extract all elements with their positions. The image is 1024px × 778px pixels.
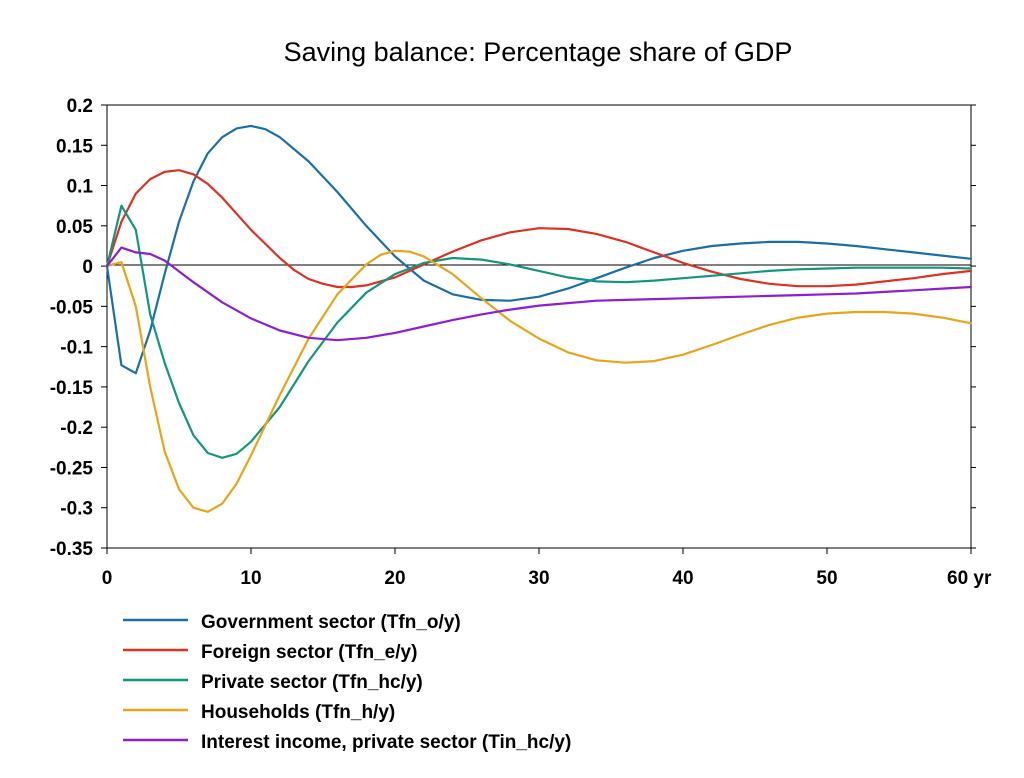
y-tick-label: 0.15 (56, 136, 93, 157)
x-tick-label: 50 (816, 568, 837, 589)
y-tick-label: 0 (82, 257, 93, 278)
chart-title: Saving balance: Percentage share of GDP (284, 37, 793, 67)
series-line-4 (105, 249, 973, 513)
y-tick-label: -0.3 (60, 499, 93, 520)
series-line-3 (105, 204, 973, 459)
legend-label: Interest income, private sector (Tin_hc/… (201, 732, 571, 753)
y-tick-label: -0.35 (50, 539, 94, 560)
series-layer (105, 124, 973, 513)
y-tick-label: 0.05 (56, 217, 93, 238)
x-tick-label: 40 (672, 568, 693, 589)
series-line-1 (105, 124, 973, 375)
x-tick-label: 60 yr (947, 568, 992, 589)
x-tick-label: 0 (102, 568, 113, 589)
legend: Government sector (Tfn_o/y) Foreign secto… (123, 612, 571, 753)
series-line-2 (105, 169, 973, 289)
x-tick-label: 30 (528, 568, 549, 589)
y-tick-label: -0.05 (50, 297, 94, 318)
x-tick-label: 10 (240, 568, 261, 589)
y-tick-label: -0.25 (50, 458, 94, 479)
y-tick-label: -0.1 (60, 338, 93, 359)
legend-label: Foreign sector (Tfn_e/y) (201, 642, 417, 663)
x-tick-label: 20 (384, 568, 405, 589)
y-axis: 0.2 0.15 0.1 0.05 0 -0.05 -0.1 -0.15 -0.2 -0.25 -0… (50, 96, 976, 560)
y-tick-label: 0.1 (67, 177, 94, 198)
legend-label: Government sector (Tfn_o/y) (201, 612, 461, 633)
x-axis: 0 10 20 30 40 50 60 yr (102, 548, 992, 589)
series-line-5 (105, 246, 973, 342)
legend-label: Households (Tfn_h/y) (201, 702, 395, 723)
y-tick-label: 0.2 (67, 96, 93, 117)
y-tick-label: -0.2 (60, 418, 93, 439)
legend-label: Private sector (Tfn_hc/y) (201, 672, 423, 693)
y-tick-label: -0.15 (50, 378, 94, 399)
